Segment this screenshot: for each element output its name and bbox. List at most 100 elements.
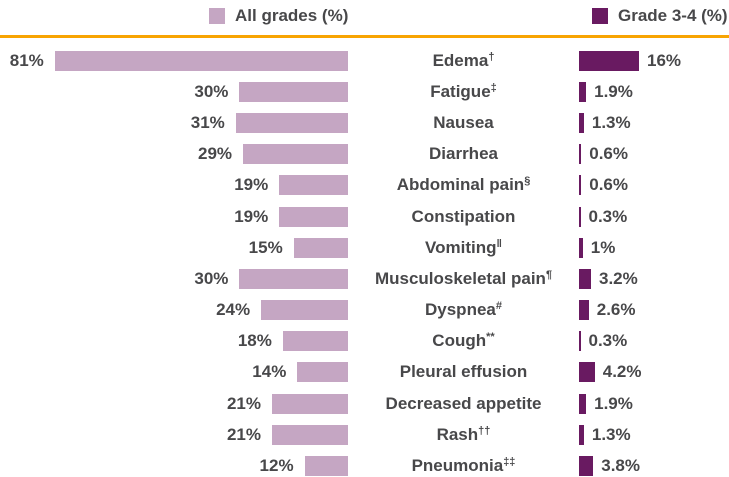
category-footnote-marker: ‡‡ [503, 456, 516, 469]
legend-item-all-grades: All grades (%) [209, 6, 348, 25]
category-label: Vomiting‖ [348, 238, 579, 258]
chart-row: 30% Musculoskeletal pain¶ 3.2% [0, 263, 729, 294]
category-label: Diarrhea [348, 144, 579, 164]
grade-3-4-bar [579, 175, 582, 196]
grade-3-4-cell: 0.3% [579, 201, 729, 232]
all-grades-swatch-icon [209, 8, 225, 24]
grade-3-4-cell: 3.2% [579, 263, 729, 294]
chart-row: 15% Vomiting‖ 1% [0, 232, 729, 263]
chart-row: 81% Edema† 16% [0, 45, 729, 76]
grade-3-4-value-label: 0.3% [588, 206, 628, 226]
all-grades-bar [261, 300, 348, 321]
chart-row: 19% Constipation 0.3% [0, 201, 729, 232]
grade-3-4-cell: 0.6% [579, 139, 729, 170]
all-grades-cell: 14% [0, 357, 348, 388]
all-grades-cell: 31% [0, 107, 348, 138]
grade-3-4-cell: 1.9% [579, 388, 729, 419]
all-grades-value-label: 19% [234, 206, 269, 226]
grade-3-4-bar [579, 362, 595, 383]
category-name: Vomiting [425, 237, 497, 257]
category-name: Decreased appetite [385, 393, 542, 413]
all-grades-value-label: 31% [190, 112, 225, 132]
all-grades-value-label: 21% [226, 424, 261, 444]
category-name: Abdominal pain [396, 175, 525, 195]
grade-3-4-bar [579, 393, 587, 414]
all-grades-bar [297, 362, 348, 383]
chart-row: 18% Cough** 0.3% [0, 326, 729, 357]
all-grades-value-label: 14% [252, 362, 287, 382]
category-label: Dyspnea# [348, 300, 579, 320]
category-name: Constipation [411, 206, 516, 226]
grade-3-4-cell: 0.3% [579, 326, 729, 357]
category-name: Diarrhea [429, 144, 498, 164]
category-footnote-marker: # [495, 300, 502, 313]
category-label: Decreased appetite [348, 394, 579, 414]
all-grades-cell: 18% [0, 326, 348, 357]
grade-3-4-bar [579, 112, 584, 133]
category-label: Rash†† [348, 425, 579, 445]
all-grades-value-label: 29% [198, 144, 233, 164]
all-grades-value-label: 24% [216, 300, 251, 320]
grade-3-4-cell: 16% [579, 45, 729, 76]
chart-row: 19% Abdominal pain§ 0.6% [0, 170, 729, 201]
category-name: Pneumonia [411, 456, 504, 476]
grade-3-4-cell: 1% [579, 232, 729, 263]
category-name: Pleural effusion [399, 362, 528, 382]
grade-3-4-bar [579, 206, 581, 227]
grade-3-4-bar [579, 456, 594, 477]
all-grades-cell: 24% [0, 295, 348, 326]
grade-3-4-value-label: 1.9% [594, 393, 633, 413]
grade-3-4-bar [579, 144, 582, 165]
legend-item-grade-3-4: Grade 3-4 (%) [592, 6, 728, 25]
category-label: Pneumonia‡‡ [348, 456, 579, 476]
category-label: Fatigue‡ [348, 82, 579, 102]
chart-row: 30% Fatigue‡ 1.9% [0, 76, 729, 107]
grade-3-4-bar [579, 424, 584, 445]
grade-3-4-cell: 1.3% [579, 419, 729, 450]
all-grades-bar [243, 144, 348, 165]
grade-3-4-value-label: 1.3% [591, 424, 631, 444]
category-label: Nausea [348, 113, 579, 133]
grade-3-4-bar [579, 237, 583, 258]
chart-row: 21% Rash†† 1.3% [0, 419, 729, 450]
grade-3-4-value-label: 4.2% [602, 362, 642, 382]
grade-3-4-bar [579, 331, 581, 352]
grade-3-4-swatch-icon [592, 8, 608, 24]
all-grades-value-label: 15% [248, 237, 283, 257]
legend-label-grade-3-4: Grade 3-4 (%) [618, 6, 728, 25]
category-label: Cough** [348, 331, 579, 351]
legend-divider-line [0, 35, 729, 38]
all-grades-value-label: 21% [226, 393, 261, 413]
all-grades-bar [271, 424, 348, 445]
all-grades-cell: 15% [0, 232, 348, 263]
category-label: Edema† [348, 51, 579, 71]
all-grades-value-label: 30% [194, 268, 229, 288]
grade-3-4-value-label: 1.9% [594, 81, 633, 101]
grade-3-4-bar [579, 268, 591, 289]
all-grades-bar [239, 268, 348, 289]
all-grades-bar [271, 393, 348, 414]
all-grades-cell: 30% [0, 263, 348, 294]
category-name: Fatigue [430, 81, 491, 101]
category-footnote-marker: ‡ [490, 81, 497, 94]
all-grades-cell: 19% [0, 201, 348, 232]
category-name: Musculoskeletal pain [374, 268, 546, 288]
all-grades-bar [282, 331, 348, 352]
chart-row: 12% Pneumonia‡‡ 3.8% [0, 450, 729, 477]
grade-3-4-bar [579, 81, 587, 102]
all-grades-bar [239, 81, 348, 102]
grade-3-4-value-label: 0.3% [588, 331, 628, 351]
all-grades-value-label: 30% [194, 81, 229, 101]
category-name: Dyspnea [425, 300, 496, 320]
category-label: Constipation [348, 207, 579, 227]
grade-3-4-cell: 1.9% [579, 76, 729, 107]
category-footnote-marker: † [488, 50, 495, 63]
all-grades-cell: 81% [0, 45, 348, 76]
grade-3-4-cell: 4.2% [579, 357, 729, 388]
category-label: Musculoskeletal pain¶ [348, 269, 579, 289]
category-name: Rash [436, 424, 479, 444]
grade-3-4-cell: 1.3% [579, 107, 729, 138]
grade-3-4-value-label: 3.8% [601, 456, 640, 476]
grade-3-4-value-label: 1% [590, 237, 616, 257]
all-grades-value-label: 19% [234, 175, 269, 195]
